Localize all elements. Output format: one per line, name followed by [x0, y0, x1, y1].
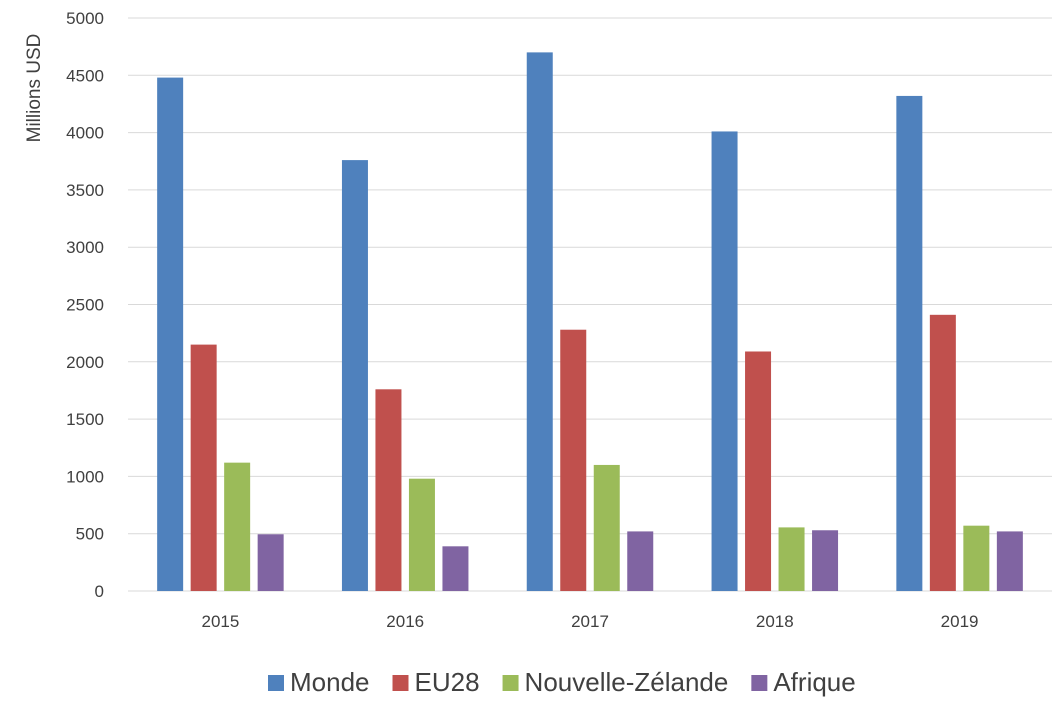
bar — [375, 389, 402, 591]
gridlines — [128, 17, 1052, 592]
bar — [190, 344, 217, 591]
bar — [408, 478, 435, 591]
legend-label: Afrique — [773, 667, 855, 697]
bar — [896, 95, 923, 591]
y-tick-label: 2500 — [66, 296, 104, 315]
y-tick-label: 3000 — [66, 238, 104, 257]
y-tick-label: 2000 — [66, 353, 104, 372]
y-tick-label: 4000 — [66, 124, 104, 143]
legend-label: Monde — [290, 667, 370, 697]
bar — [593, 464, 620, 591]
bar — [711, 131, 738, 592]
y-tick-label: 1500 — [66, 410, 104, 429]
legend-label: Nouvelle-Zélande — [525, 667, 729, 697]
bar — [224, 462, 251, 591]
bar — [778, 527, 805, 591]
legend-swatch — [751, 675, 768, 691]
bar — [560, 329, 587, 591]
y-axis-ticks: 0 500 1000 1500 2000 2500 3000 3500 4000 4500 5000 — [66, 9, 104, 601]
y-tick-label: 1000 — [66, 467, 104, 486]
x-tick-label: 2018 — [756, 612, 794, 631]
bar — [963, 525, 990, 591]
legend-swatch — [502, 675, 519, 691]
legend: Monde EU28 Nouvelle-Zélande Afrique — [268, 667, 856, 697]
bar — [996, 531, 1023, 591]
x-tick-label: 2017 — [571, 612, 609, 631]
x-tick-label: 2015 — [201, 612, 239, 631]
bar — [442, 546, 469, 591]
y-tick-label: 0 — [95, 582, 104, 601]
legend-swatch — [392, 675, 409, 691]
legend-label: EU28 — [415, 667, 480, 697]
bar — [526, 52, 553, 591]
bar — [157, 77, 184, 592]
y-axis-title: Millions USD — [24, 34, 45, 143]
x-tick-label: 2019 — [941, 612, 979, 631]
bar — [929, 314, 956, 591]
y-tick-label: 3500 — [66, 181, 104, 200]
x-axis-ticks: 2015 2016 2017 2018 2019 — [201, 612, 978, 631]
y-tick-label: 4500 — [66, 66, 104, 85]
bar — [627, 531, 654, 591]
bars — [157, 52, 1023, 592]
legend-swatch — [268, 675, 284, 691]
bar — [745, 351, 772, 591]
y-tick-label: 5000 — [66, 9, 104, 28]
x-tick-label: 2016 — [386, 612, 424, 631]
bar — [257, 534, 284, 591]
bar — [812, 530, 839, 591]
y-tick-label: 500 — [76, 525, 104, 544]
bar — [341, 160, 368, 591]
